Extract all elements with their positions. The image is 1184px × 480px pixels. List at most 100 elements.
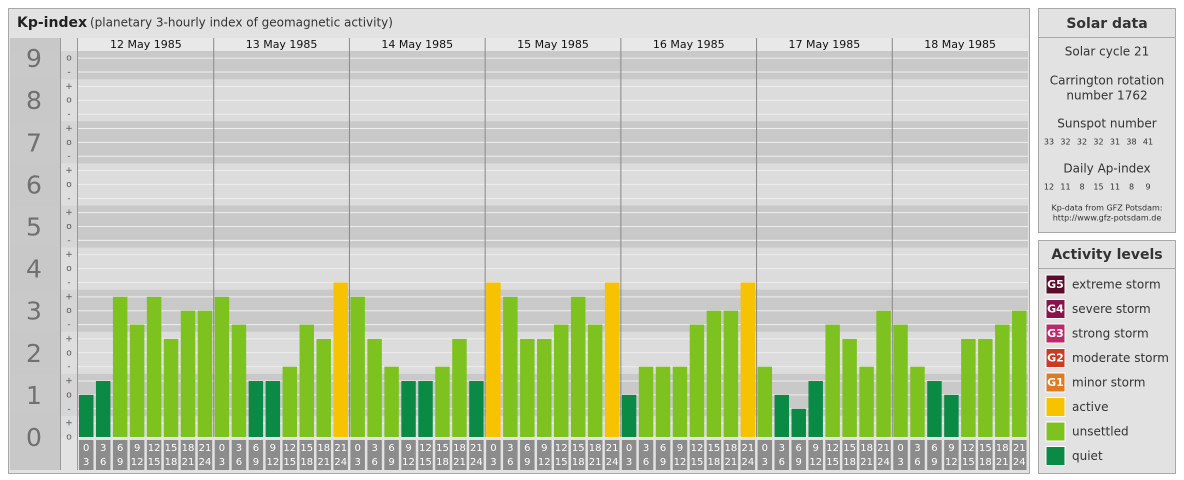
hour-label: 0 xyxy=(354,443,360,454)
hour-label: 21 xyxy=(860,457,873,468)
bar xyxy=(265,381,281,437)
hour-label: 12 xyxy=(555,443,568,454)
hour-label: 15 xyxy=(419,457,432,468)
bar xyxy=(706,310,722,437)
bar xyxy=(689,324,705,437)
hour-label: 3 xyxy=(779,443,785,454)
hour-label: 3 xyxy=(354,457,360,468)
minor-tick-label: + xyxy=(65,292,73,302)
hour-label: 12 xyxy=(826,443,839,454)
hour-label: 3 xyxy=(897,457,903,468)
hour-label: 18 xyxy=(317,443,330,454)
hour-label: 18 xyxy=(589,443,602,454)
hour-box xyxy=(672,440,688,470)
bar xyxy=(723,310,739,437)
hour-label: 9 xyxy=(253,457,259,468)
y-tick-label: 1 xyxy=(26,381,42,410)
hour-box xyxy=(978,440,993,470)
hour-box xyxy=(570,440,586,470)
bar xyxy=(214,296,230,437)
minor-tick-label: - xyxy=(67,110,70,120)
solar-title: Solar data xyxy=(1066,16,1147,32)
hour-label: 3 xyxy=(626,457,632,468)
bar xyxy=(282,366,298,437)
hour-label: 15 xyxy=(843,443,856,454)
hour-box xyxy=(112,440,128,470)
legend-title: Activity levels xyxy=(1051,247,1162,263)
hour-box xyxy=(910,440,925,470)
y-tick-label: 3 xyxy=(26,297,42,326)
hour-box xyxy=(265,440,281,470)
minor-tick-label: o xyxy=(66,264,72,274)
date-label: 15 May 1985 xyxy=(517,38,589,51)
hour-label: 15 xyxy=(979,443,992,454)
hour-label: 12 xyxy=(402,457,415,468)
hour-label: 3 xyxy=(490,457,496,468)
legend-label: unsettled xyxy=(1072,425,1129,439)
hour-label: 12 xyxy=(148,443,161,454)
hour-label: 15 xyxy=(165,443,178,454)
hour-label: 9 xyxy=(948,443,954,454)
bar xyxy=(384,366,399,437)
hour-box xyxy=(587,440,603,470)
hour-label: 6 xyxy=(253,443,259,454)
bar xyxy=(859,366,874,437)
hour-box xyxy=(95,440,111,470)
minor-tick-label: o xyxy=(66,180,72,190)
hour-label: 18 xyxy=(572,457,585,468)
ap-number: 11 xyxy=(1060,183,1070,192)
bar xyxy=(95,381,111,437)
hour-box xyxy=(248,440,264,470)
legend-label: strong storm xyxy=(1072,327,1149,341)
sunspot-number: 32 xyxy=(1093,138,1103,147)
bar xyxy=(740,282,756,437)
minor-tick-label: + xyxy=(65,166,73,176)
hour-box xyxy=(740,440,756,470)
hour-label: 9 xyxy=(388,457,394,468)
chart-title: Kp-index xyxy=(17,15,87,31)
hour-label: 24 xyxy=(199,457,212,468)
bar xyxy=(129,324,145,437)
hour-label: 9 xyxy=(541,443,547,454)
minor-tick-label: + xyxy=(65,377,73,387)
sunspot-number: 38 xyxy=(1126,138,1136,147)
sunspot-number: 31 xyxy=(1110,138,1120,147)
bar xyxy=(825,324,840,437)
hour-box xyxy=(808,440,823,470)
ap-number: 8 xyxy=(1129,183,1134,192)
minor-tick-label: + xyxy=(65,124,73,134)
rotation: Carrington rotation xyxy=(1050,74,1164,88)
bar xyxy=(961,338,976,437)
hour-box xyxy=(418,440,433,470)
hour-box xyxy=(401,440,416,470)
hour-label: 24 xyxy=(741,457,754,468)
hour-label: 21 xyxy=(1013,443,1026,454)
hour-box xyxy=(146,440,162,470)
date-label: 16 May 1985 xyxy=(653,38,725,51)
hour-label: 6 xyxy=(100,457,106,468)
minor-tick-label: + xyxy=(65,419,73,429)
hour-box xyxy=(723,440,739,470)
hour-box xyxy=(520,440,535,470)
minor-tick-label: o xyxy=(66,222,72,232)
legend-badge: G1 xyxy=(1047,376,1064,389)
bar xyxy=(554,324,569,437)
hour-label: 12 xyxy=(674,457,687,468)
sunspot-number: 32 xyxy=(1060,138,1070,147)
y-tick-label: 7 xyxy=(26,128,42,157)
legend-label: active xyxy=(1072,400,1108,414)
hour-box xyxy=(893,440,908,470)
hour-label: 6 xyxy=(796,443,802,454)
hour-label: 9 xyxy=(405,443,411,454)
hour-label: 6 xyxy=(660,443,666,454)
bar xyxy=(146,296,162,437)
hour-label: 9 xyxy=(270,443,276,454)
hour-box xyxy=(604,440,620,470)
hour-label: 21 xyxy=(725,457,738,468)
bar xyxy=(163,338,179,437)
hour-label: 15 xyxy=(572,443,585,454)
rotation: number 1762 xyxy=(1066,89,1147,103)
minor-tick-label: o xyxy=(66,138,72,148)
hour-label: 24 xyxy=(470,457,483,468)
